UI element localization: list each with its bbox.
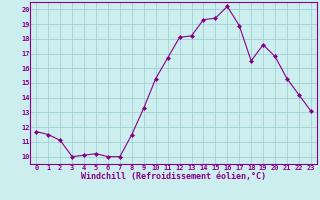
X-axis label: Windchill (Refroidissement éolien,°C): Windchill (Refroidissement éolien,°C) xyxy=(81,172,266,181)
